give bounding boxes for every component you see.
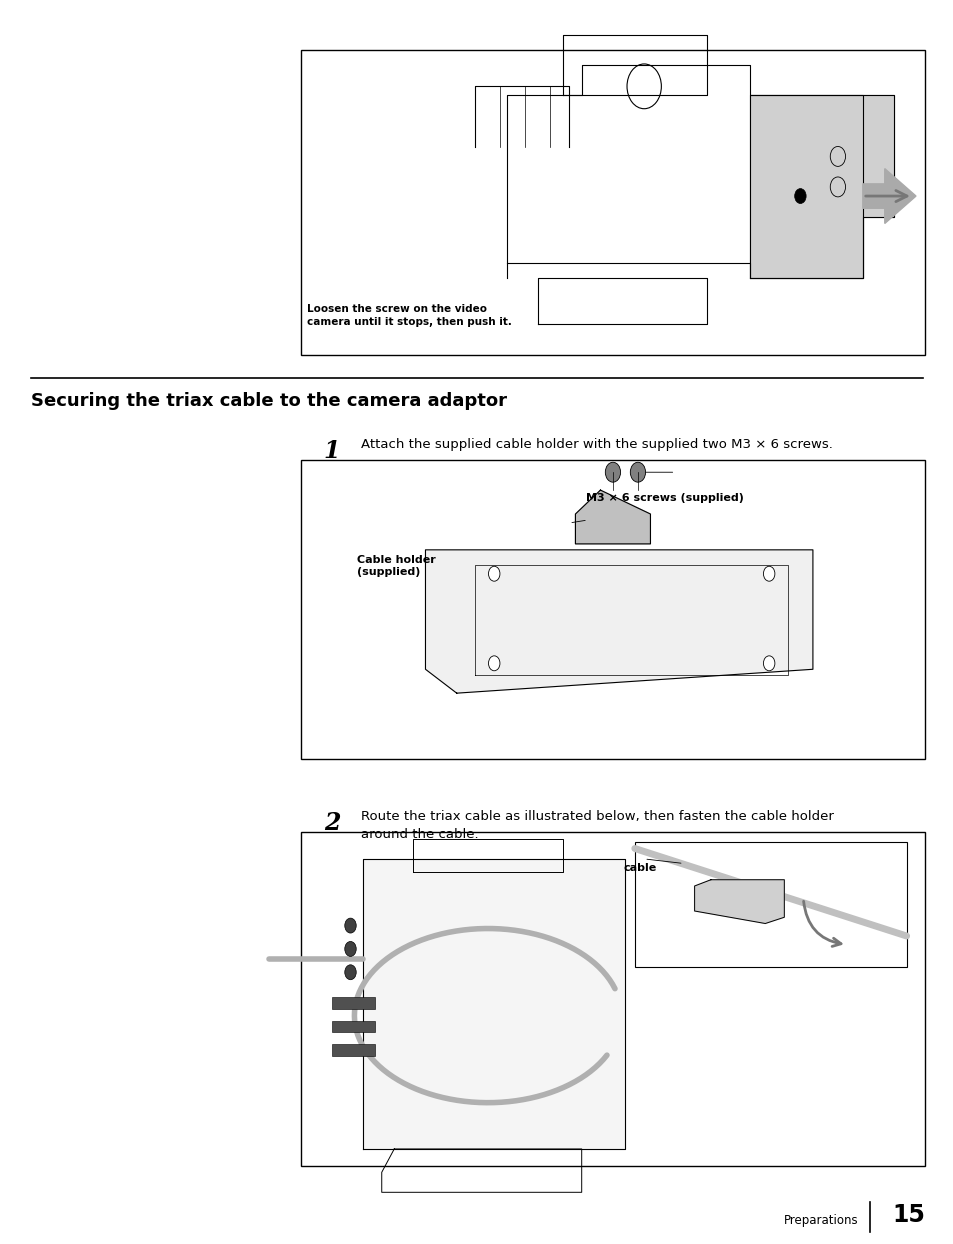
Polygon shape bbox=[425, 550, 812, 693]
Circle shape bbox=[488, 566, 499, 581]
Bar bbox=[300, 460, 924, 759]
Text: Preparations: Preparations bbox=[783, 1214, 858, 1227]
Text: cable: cable bbox=[623, 863, 657, 873]
Text: Loosen the screw on the video
camera until it stops, then push it.: Loosen the screw on the video camera unt… bbox=[307, 304, 512, 327]
Bar bbox=[300, 832, 924, 1166]
Circle shape bbox=[344, 918, 355, 933]
Text: 15: 15 bbox=[892, 1203, 924, 1227]
Circle shape bbox=[762, 566, 774, 581]
Text: M3 × 6 screws (supplied): M3 × 6 screws (supplied) bbox=[585, 493, 742, 503]
Bar bbox=[300, 50, 924, 355]
Bar bbox=[332, 998, 375, 1009]
Text: Securing the triax cable to the camera adaptor: Securing the triax cable to the camera a… bbox=[31, 392, 507, 409]
Text: 2: 2 bbox=[323, 811, 340, 835]
Circle shape bbox=[344, 965, 355, 980]
Circle shape bbox=[344, 942, 355, 957]
Polygon shape bbox=[862, 169, 915, 224]
Circle shape bbox=[762, 656, 774, 671]
Bar bbox=[332, 1044, 375, 1056]
Circle shape bbox=[605, 463, 620, 483]
Bar bbox=[332, 1020, 375, 1033]
Text: 1: 1 bbox=[323, 439, 340, 463]
Circle shape bbox=[794, 189, 805, 204]
Circle shape bbox=[488, 656, 499, 671]
Text: Route the triax cable as illustrated below, then fasten the cable holder
around : Route the triax cable as illustrated bel… bbox=[360, 810, 833, 841]
Polygon shape bbox=[694, 880, 783, 923]
Circle shape bbox=[630, 463, 645, 483]
Bar bbox=[634, 842, 905, 968]
Polygon shape bbox=[750, 96, 893, 279]
Polygon shape bbox=[575, 490, 650, 544]
Text: Attach the supplied cable holder with the supplied two M3 × 6 screws.: Attach the supplied cable holder with th… bbox=[360, 438, 832, 450]
Text: Cable holder
(supplied): Cable holder (supplied) bbox=[356, 555, 436, 577]
Polygon shape bbox=[362, 858, 625, 1149]
